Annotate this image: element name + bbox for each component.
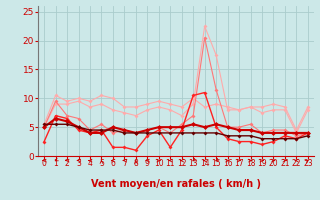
X-axis label: Vent moyen/en rafales ( km/h ): Vent moyen/en rafales ( km/h ) — [91, 179, 261, 189]
